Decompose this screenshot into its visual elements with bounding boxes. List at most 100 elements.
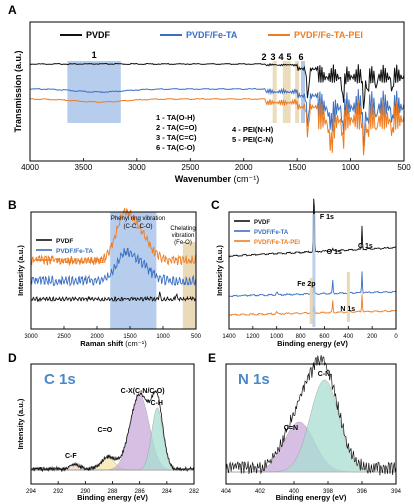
panel-d-peak-label: C-F	[65, 453, 77, 460]
panel-b-annotation-2: (C-C, C-O)	[124, 224, 153, 230]
panel-e-x-tick-label: 398	[323, 489, 334, 495]
panel-a-band-label: 6	[298, 52, 303, 62]
panel-b-x-tick-label: 2500	[57, 334, 71, 340]
panel-c-x-tick-label: 200	[367, 334, 378, 340]
panel-a-x-tick-label: 3500	[75, 163, 93, 172]
panel-b-x-axis-label: Raman shift (cm⁻¹)	[80, 339, 147, 348]
panel-e-peak-label: C-N	[318, 371, 330, 378]
panel-d-letter: D	[8, 351, 17, 365]
panel-b-annotation-1: Phenyl ring vibration	[111, 216, 165, 222]
panel-a-x-tick-label: 1500	[288, 163, 306, 172]
panel-a-annotation-2: 2 - TA(C=O)	[156, 123, 197, 132]
panel-c-x-tick-label: 800	[296, 334, 307, 340]
panel-b-y-axis-label: Intensity (a.u.)	[16, 245, 25, 296]
panel-d-peak-label: C-X(C-N/C-O)	[121, 388, 165, 395]
panel-c-x-tick-label: 0	[394, 334, 398, 340]
panel-b-axes-frame	[30, 211, 197, 330]
panel-c-x-tick-label: 1200	[246, 334, 260, 340]
panel-a-letter: A	[8, 3, 17, 17]
panel-a-annotation-1: 1 - TA(O-H)	[156, 113, 196, 122]
panel-a-annotation-5: 4 - PEI(N-H)	[232, 125, 274, 134]
panel-e-x-axis-label: Binding energy (eV)	[276, 493, 347, 502]
panel-b-legend-3: PVDF/Fe-TA-PEI	[56, 258, 106, 265]
panel-b-series-3	[30, 207, 197, 266]
panel-b-x-tick-label: 1500	[123, 334, 137, 340]
panel-d-x-tick-label: 290	[80, 489, 91, 495]
panel-a-y-axis-label: Transmission (a.u.)	[13, 50, 23, 132]
panel-e-letter: E	[208, 351, 216, 365]
panel-b-series-2	[30, 247, 197, 287]
panel-c-legend-3: PVDF/Fe-TA-PEI	[254, 240, 300, 246]
panel-a-x-axis-unit: (cm⁻¹)	[231, 174, 259, 184]
panel-d-x-tick-label: 292	[53, 489, 64, 495]
panel-a-x-tick-label: 3000	[128, 163, 146, 172]
panel-a-series-3	[29, 97, 405, 156]
panel-b-series-1	[30, 291, 197, 303]
panel-a-legend-1: PVDF	[86, 30, 111, 40]
panel-a-annotation-3: 3 - TA(C=C)	[156, 133, 197, 142]
panel-e-x-tick-label: 394	[391, 489, 402, 495]
panel-d-x-tick-label: 282	[189, 489, 200, 495]
panel-c-band-fe2p	[309, 278, 313, 324]
panel-b-annotation-4: vibration	[172, 233, 195, 239]
panel-e-x-tick-label: 404	[221, 489, 232, 495]
panel-a-annotation-6: 5 - PEI(C-N)	[232, 135, 274, 144]
panel-e-component-c-n-single	[226, 379, 396, 473]
panel-a-x-tick-label: 2500	[181, 163, 199, 172]
panel-e-x-tick-label: 400	[289, 489, 300, 495]
panel-c-letter: C	[211, 198, 220, 212]
panel-b-annotation-5: (Fe-O)	[174, 240, 192, 246]
panel-c-peak-label: N 1s	[340, 306, 355, 313]
panel-c-x-tick-label: 400	[343, 334, 354, 340]
panel-d-peak-label: C-H	[151, 400, 163, 407]
panel-b-annotation-3: Chelating	[170, 226, 195, 232]
panel-c-x-axis-label: Binding energy (eV)	[277, 339, 348, 348]
panel-e-peak-label: C=N	[284, 425, 298, 432]
panel-e-x-tick-label: 396	[357, 489, 368, 495]
panel-a-series-1	[29, 62, 405, 109]
panel-b-x-tick-label: 2000	[90, 334, 104, 340]
panel-d-y-axis-label: Intensity (a.u.)	[16, 398, 25, 449]
panel-c-peak-label: C 1s	[358, 243, 373, 250]
panel-a-x-tick-label: 2000	[235, 163, 253, 172]
panel-c-x-tick-label: 600	[319, 334, 330, 340]
panel-c-legend-2: PVDF/Fe-TA	[254, 230, 289, 236]
panel-b-legend-1: PVDF	[56, 238, 73, 245]
panel-a-band-label: 2	[261, 52, 266, 62]
panel-d-x-tick-label: 294	[26, 489, 37, 495]
panel-e-spectrum	[225, 355, 397, 476]
panel-c-legend-1: PVDF	[254, 220, 270, 226]
panel-b-x-tick-label: 1000	[156, 334, 170, 340]
panel-c-axes-frame	[228, 211, 397, 330]
panel-a-annotation-4: 6 - TA(C-O)	[156, 143, 196, 152]
panel-a-axes-frame	[29, 21, 405, 162]
panel-b-band-2	[182, 242, 196, 329]
panel-a-band-label: 5	[286, 52, 291, 62]
panel-d-title: C 1s	[44, 371, 76, 388]
panel-a-x-axis-label: Wavenumber (cm⁻¹)	[175, 174, 259, 184]
panel-c-peak-label: O 1s	[327, 249, 342, 256]
panel-d-x-tick-label: 286	[135, 489, 146, 495]
panel-b-legend-2: PVDF/Fe-TA	[56, 248, 93, 255]
panel-c-x-tick-label: 1000	[270, 334, 284, 340]
panel-c-y-axis-label: Intensity (a.u.)	[215, 245, 224, 296]
panel-a-x-tick-label: 500	[397, 163, 411, 172]
panel-a-x-tick-label: 1000	[342, 163, 360, 172]
panel-e-title: N 1s	[238, 371, 270, 388]
panel-e-axes-frame	[225, 363, 397, 485]
panel-d-x-tick-label: 288	[107, 489, 118, 495]
panel-a-band-label: 1	[92, 50, 97, 60]
panel-c-peak-label: Fe 2p	[297, 281, 315, 288]
panel-a-legend-2: PVDF/Fe-TA	[186, 30, 238, 40]
panel-a-band-label: 4	[278, 52, 283, 62]
panel-a-band-6	[301, 61, 306, 123]
panel-d-component-c-h	[31, 407, 194, 471]
panel-c-band-n1s	[346, 272, 350, 322]
panel-c-band-f1s	[312, 214, 316, 327]
panel-b-x-axis-unit: (cm⁻¹)	[123, 339, 147, 348]
panel-b-x-tick-label: 500	[191, 334, 202, 340]
panel-d-spectrum	[30, 390, 195, 473]
panel-a-legend-3: PVDF/Fe-TA-PEI	[294, 30, 363, 40]
panel-a-x-tick-label: 4000	[21, 163, 39, 172]
